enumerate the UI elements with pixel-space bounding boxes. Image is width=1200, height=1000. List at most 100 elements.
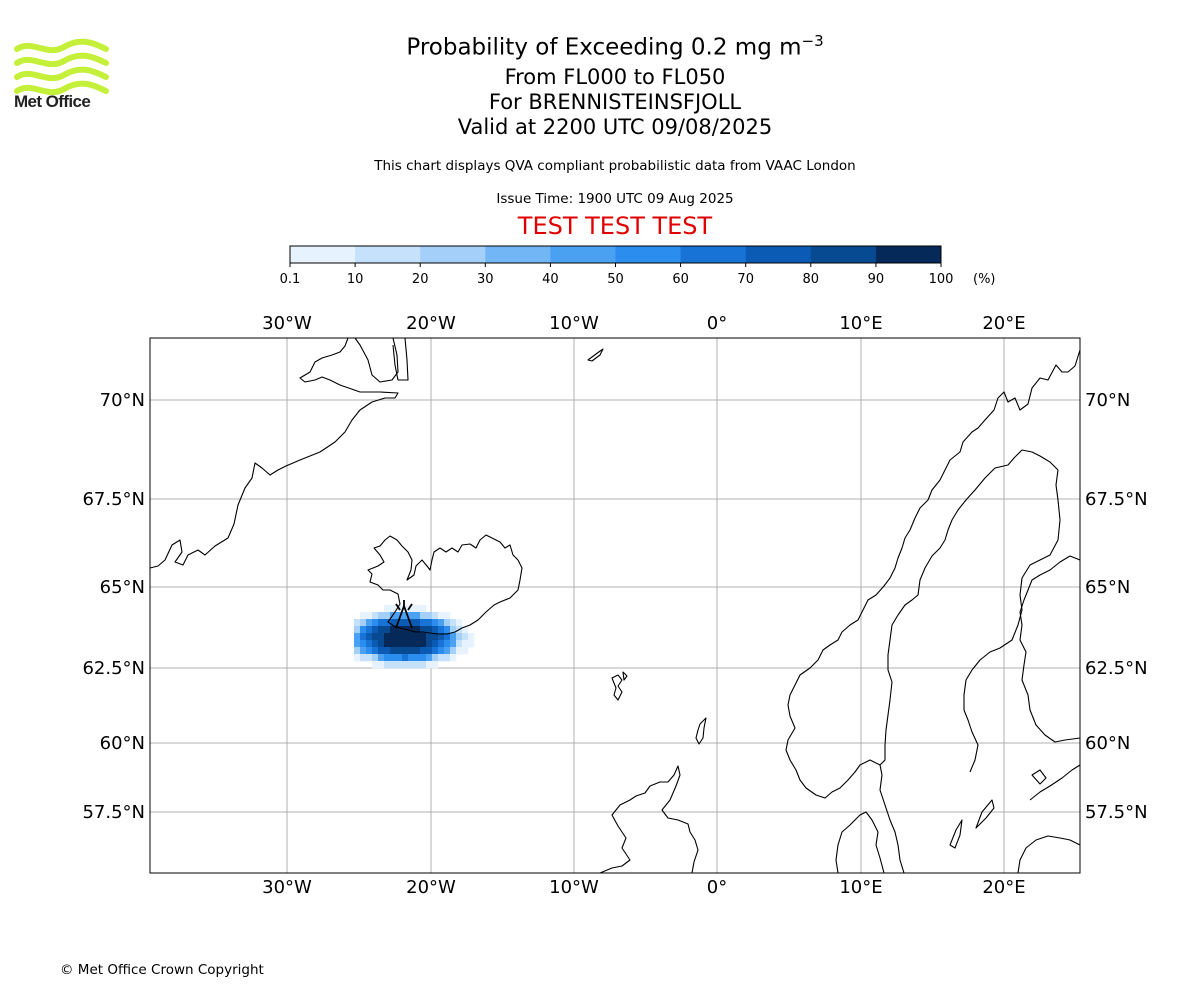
ash-probability-cell bbox=[372, 647, 379, 655]
ash-probability-cell bbox=[450, 654, 457, 662]
colorbar-tick-label: 40 bbox=[542, 272, 559, 287]
latitude-label: 65°N bbox=[100, 577, 145, 598]
ash-probability-cell bbox=[378, 612, 385, 620]
ash-probability-cell bbox=[378, 661, 385, 669]
title-line-4: Valid at 2200 UTC 09/08/2025 bbox=[457, 114, 773, 139]
colorbar-segment bbox=[355, 246, 421, 263]
ash-probability-cell bbox=[420, 647, 427, 655]
title-line-2: From FL000 to FL050 bbox=[504, 64, 726, 89]
ash-probability-cell bbox=[378, 654, 385, 662]
ash-probability-cell bbox=[444, 612, 451, 620]
coastline-greenland bbox=[149, 337, 399, 569]
colorbar-tick-label: 0.1 bbox=[280, 272, 301, 287]
ash-probability-cell bbox=[468, 633, 475, 641]
longitude-label: 10°E bbox=[839, 877, 882, 898]
colorbar-tick-label: 60 bbox=[672, 272, 689, 287]
ash-probability-cell bbox=[450, 647, 457, 655]
ash-probability-cell bbox=[384, 640, 391, 648]
ash-probability-cell bbox=[408, 626, 415, 634]
ash-probability-cell bbox=[444, 626, 451, 634]
ash-probability-cell bbox=[384, 612, 391, 620]
ash-probability-cell bbox=[426, 612, 433, 620]
ash-probability-cell bbox=[402, 647, 409, 655]
ash-probability-cell bbox=[396, 647, 403, 655]
ash-probability-cell bbox=[402, 612, 409, 620]
ash-probability-cell bbox=[444, 633, 451, 641]
ash-probability-cell bbox=[438, 654, 445, 662]
ash-probability-cell bbox=[432, 640, 439, 648]
ash-probability-cell bbox=[414, 647, 421, 655]
ash-probability-cell bbox=[438, 647, 445, 655]
ash-probability-cell bbox=[354, 633, 361, 641]
ash-probability-cell bbox=[408, 654, 415, 662]
ash-probability-cell bbox=[396, 640, 403, 648]
map bbox=[149, 337, 1081, 874]
ash-probability-cell bbox=[426, 647, 433, 655]
latitude-label: 65°N bbox=[1085, 577, 1130, 598]
ash-probability-cell bbox=[456, 633, 463, 641]
ash-probability-cell bbox=[462, 626, 469, 634]
colorbar-tick-label: 10 bbox=[347, 272, 364, 287]
ash-probability-cell bbox=[390, 654, 397, 662]
ash-probability-cell bbox=[444, 647, 451, 655]
ash-probability-cell bbox=[420, 626, 427, 634]
colorbar-tick-label: 100 bbox=[929, 272, 954, 287]
ash-probability-cell bbox=[372, 626, 379, 634]
ash-probability-cell bbox=[354, 654, 361, 662]
ash-probability-cell bbox=[408, 647, 415, 655]
coastline-iceland bbox=[367, 534, 523, 635]
ash-probability-cell bbox=[378, 626, 385, 634]
ash-probability-cell bbox=[378, 647, 385, 655]
ash-probability-cell bbox=[438, 640, 445, 648]
latitude-label: 60°N bbox=[1085, 733, 1130, 754]
coastline-faroe bbox=[611, 671, 628, 701]
ash-probability-cell bbox=[402, 654, 409, 662]
ash-probability-cell bbox=[432, 612, 439, 620]
ash-probability-cell bbox=[396, 661, 403, 669]
ash-probability-cell bbox=[354, 640, 361, 648]
latitude-label: 57.5°N bbox=[82, 802, 145, 823]
ash-probability-cell bbox=[438, 633, 445, 641]
longitude-label: 0° bbox=[707, 877, 727, 898]
longitude-label: 20°W bbox=[406, 877, 456, 898]
longitude-label: 10°E bbox=[839, 313, 882, 334]
ash-probability-cell bbox=[390, 661, 397, 669]
longitude-label: 0° bbox=[707, 313, 727, 334]
ash-probability-cell bbox=[360, 633, 367, 641]
colorbar: 0.1 10 20 30 40 50 60 70 80 90 100 bbox=[280, 245, 954, 287]
latitude-labels: 70°N 70°N 67.5°N 67.5°N 65°N 65°N 62.5°N 62.5°N… bbox=[82, 390, 1147, 823]
ash-probability-cell bbox=[366, 647, 373, 655]
colorbar-tick-label: 80 bbox=[803, 272, 820, 287]
ash-probability-cell bbox=[390, 633, 397, 641]
ash-probability-cell bbox=[444, 640, 451, 648]
ash-probability-cell bbox=[420, 633, 427, 641]
colorbar-segment bbox=[290, 246, 356, 263]
ash-probability-cell bbox=[372, 640, 379, 648]
ash-probability-cell bbox=[384, 661, 391, 669]
coastline-finland bbox=[1019, 555, 1081, 743]
latitude-label: 60°N bbox=[100, 733, 145, 754]
longitude-label: 20°E bbox=[982, 313, 1025, 334]
ash-probability-cell bbox=[432, 647, 439, 655]
met-office-logo bbox=[14, 38, 109, 96]
subtitle: This chart displays QVA compliant probab… bbox=[374, 158, 856, 174]
ash-probability-cell bbox=[360, 647, 367, 655]
ash-probability-cell bbox=[366, 633, 373, 641]
ash-probability-cell bbox=[366, 612, 373, 620]
ash-probability-cell bbox=[462, 633, 469, 641]
longitude-label: 10°W bbox=[549, 313, 599, 334]
ash-probability-cell bbox=[354, 626, 361, 634]
ash-probability-cell bbox=[390, 626, 397, 634]
colorbar-tick-label: 50 bbox=[607, 272, 624, 287]
ash-probability-cell bbox=[396, 654, 403, 662]
longitude-labels: 30°W 30°W 20°W 20°W 10°W 10°W 0° 0° 10°E 10°E 20°E… bbox=[262, 313, 1025, 898]
ash-probability-cell bbox=[414, 619, 421, 627]
ash-probability-cell bbox=[354, 647, 361, 655]
ash-probability-cell bbox=[402, 640, 409, 648]
ash-probability-cell bbox=[378, 633, 385, 641]
ash-probability-cell bbox=[438, 619, 445, 627]
ash-probability-cell bbox=[372, 654, 379, 662]
ash-probability-cell bbox=[366, 619, 373, 627]
ash-probability-cell bbox=[396, 626, 403, 634]
ash-probability-cell bbox=[450, 633, 457, 641]
